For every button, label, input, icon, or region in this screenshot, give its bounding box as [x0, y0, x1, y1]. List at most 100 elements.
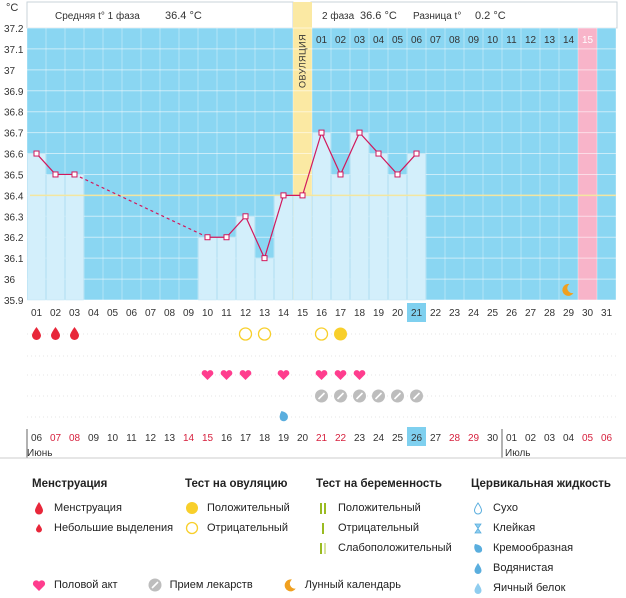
temperature-bar [27, 153, 46, 301]
legend-label: Кремообразная [493, 542, 574, 554]
y-tick-label: 36.2 [4, 233, 24, 244]
calendar-date-label: 09 [88, 433, 100, 444]
phase2-day-label: 09 [468, 35, 480, 46]
temperature-point [52, 171, 59, 178]
phase2-day-label: 06 [411, 35, 423, 46]
temperature-bar [255, 257, 274, 301]
x-tick-label: 03 [69, 308, 81, 319]
x-tick-label: 31 [601, 308, 613, 319]
header-band-right [310, 1, 618, 29]
calendar-date-label: 03 [544, 433, 556, 444]
y-tick-label: 36.1 [4, 254, 24, 265]
sticky-icon [471, 522, 485, 535]
calendar-date-label: 06 [31, 433, 43, 444]
legend-label: Положительный [207, 502, 290, 514]
calendar-date-label: 13 [164, 433, 176, 444]
y-tick-label: 36.8 [4, 108, 24, 119]
legend-item-menstruation: Менструация [32, 498, 173, 518]
calendar-date-label: 23 [354, 433, 366, 444]
temperature-point [223, 234, 230, 241]
header-band-left [26, 1, 294, 29]
legend-item-creamy: Кремообразная [471, 538, 611, 558]
legend-item-watery: Водянистая [471, 558, 611, 578]
calendar-date-label: 08 [69, 433, 81, 444]
x-tick-label: 18 [354, 308, 366, 319]
temperature-line [378, 153, 398, 175]
legend-pregnancy-title: Тест на беременность [316, 478, 442, 490]
temperature-bar [388, 174, 407, 301]
calendar-date-label: 25 [392, 433, 404, 444]
legend-bottom: Половой акт Прием лекарств Лунный календ… [32, 578, 401, 592]
intercourse-heart-icon [334, 370, 347, 380]
menstruation-drop-icon [32, 327, 41, 340]
temperature-point [242, 213, 249, 220]
calendar-date-label: 01 [506, 433, 518, 444]
temperature-bar [331, 174, 350, 301]
dry-drop-icon [471, 501, 485, 515]
legend-menstruation-title: Менструация [32, 478, 108, 490]
x-tick-label: 20 [392, 308, 404, 319]
calendar-date-label: 24 [373, 433, 385, 444]
x-tick-label: 26 [506, 308, 518, 319]
ovulation-label: ОВУЛЯЦИЯ [298, 34, 308, 88]
temperature-bar [293, 195, 312, 301]
medication-pill-stripe [374, 392, 383, 400]
legend-label: Прием лекарств [169, 579, 253, 591]
menstruation-drop-icon [70, 327, 79, 340]
y-tick-label: 36 [4, 275, 16, 286]
x-tick-label: 08 [164, 308, 176, 319]
temperature-point [71, 171, 78, 178]
phase1-value: 36.4 °C [165, 10, 202, 22]
phase2-day-label: 02 [335, 35, 347, 46]
y-tick-label: 36.9 [4, 87, 24, 98]
empty-circle-icon [185, 521, 199, 535]
legend-pregnancy-test: Тест на беременность Положительный Отриц… [316, 478, 452, 558]
temperature-point [413, 150, 420, 157]
temperature-bar [217, 236, 236, 301]
temperature-line-dashed [74, 173, 208, 238]
legend-menstruation: Менструация Менструация Небольшие выделе… [32, 478, 173, 538]
x-tick-label: 07 [145, 308, 157, 319]
x-tick-label: 22 [430, 308, 442, 319]
diff-label: Разница t° [413, 11, 461, 22]
phase2-label: 2 фаза [322, 10, 355, 22]
calendar-date-label: 30 [487, 433, 499, 444]
legend-cervical-title: Цервикальная жидкость [471, 478, 611, 490]
legend-label: Менструация [54, 502, 122, 514]
cervical-creamy-icon [279, 411, 288, 422]
temperature-line [244, 216, 266, 259]
y-tick-label: 37.1 [4, 45, 24, 56]
temperature-point [299, 192, 306, 199]
temperature-point [337, 171, 344, 178]
legend-label: Водянистая [493, 562, 554, 574]
temperature-line [226, 215, 246, 238]
medication-pill-stripe [355, 392, 364, 400]
legend-item-ov-negative: Отрицательный [185, 518, 290, 538]
drop-icon [32, 501, 46, 515]
temperature-bar [407, 153, 426, 301]
legend-ovulation-title: Тест на овуляцию [185, 478, 288, 490]
intercourse-heart-icon [315, 370, 328, 380]
calendar-date-label: 27 [430, 433, 442, 444]
legend-item-eggwhite: Яичный белок [471, 578, 611, 598]
pill-icon [148, 578, 162, 592]
intercourse-heart-icon [201, 370, 214, 380]
x-tick-label: 16 [316, 308, 328, 319]
temperature-point [375, 150, 382, 157]
phase1-label: Средняя t° 1 фаза [55, 10, 140, 22]
y-tick-label: 37.2 [4, 24, 24, 35]
phase2-day-label: 15 [582, 35, 594, 46]
calendar-date-label: 22 [335, 433, 347, 444]
calendar-date-label: 11 [126, 433, 137, 444]
temperature-bar [65, 174, 84, 301]
calendar-date-label: 07 [50, 433, 62, 444]
x-tick-label: 02 [50, 308, 62, 319]
legend-label: Яичный белок [493, 582, 566, 594]
x-tick-label: 01 [31, 308, 43, 319]
temperature-point [33, 150, 40, 157]
calendar-date-label: 02 [525, 433, 537, 444]
x-tick-label: 21 [411, 308, 423, 319]
phase2-day-label: 05 [392, 35, 404, 46]
phase2-day-label: 14 [563, 35, 575, 46]
calendar-date-label: 26 [411, 433, 423, 444]
